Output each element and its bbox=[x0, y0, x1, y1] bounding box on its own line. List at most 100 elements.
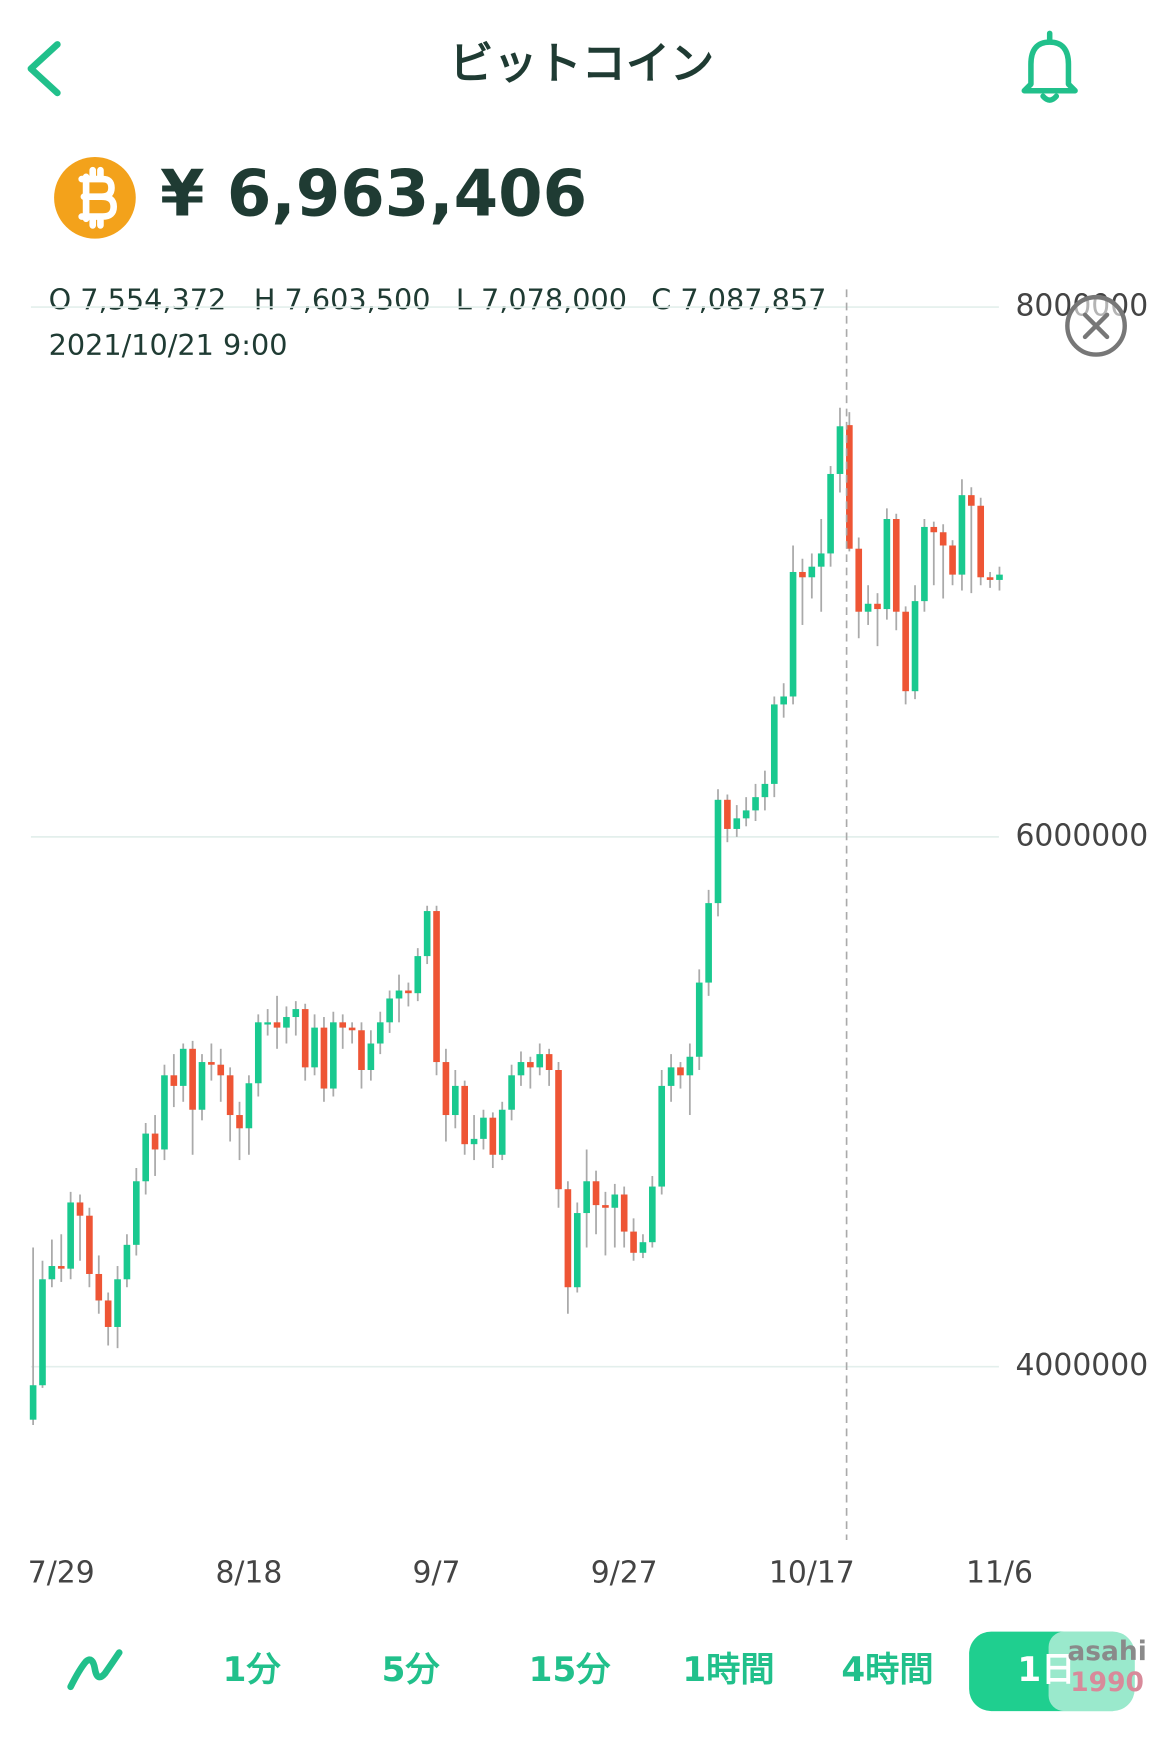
candle-body bbox=[330, 1022, 337, 1089]
candle-body bbox=[320, 1027, 328, 1089]
bitcoin-icon bbox=[54, 156, 136, 239]
candle-body bbox=[939, 532, 947, 546]
candle-body bbox=[911, 601, 919, 692]
candle-body bbox=[949, 545, 956, 575]
candle-body bbox=[470, 1138, 478, 1145]
candle-body bbox=[789, 571, 797, 697]
candle-body bbox=[799, 571, 806, 578]
candle-body bbox=[705, 903, 712, 983]
candle-body bbox=[480, 1117, 487, 1139]
candle-body bbox=[846, 425, 853, 549]
back-button[interactable] bbox=[27, 41, 61, 97]
candle-body bbox=[602, 1205, 609, 1208]
candle-body bbox=[864, 603, 872, 612]
candle-body bbox=[283, 1017, 290, 1028]
plot-area: 4000000600000080000007/298/189/79/2710/1… bbox=[28, 289, 1148, 1591]
x-tick-label: 8/18 bbox=[215, 1556, 282, 1591]
line-chart-toggle[interactable] bbox=[67, 1649, 123, 1691]
candle-body bbox=[123, 1244, 131, 1280]
candle-body bbox=[874, 603, 881, 610]
candle-body bbox=[902, 611, 909, 692]
candle-body bbox=[208, 1062, 215, 1065]
candle-body bbox=[245, 1083, 253, 1129]
candle-body bbox=[133, 1181, 140, 1245]
candle-body bbox=[658, 1085, 666, 1187]
timeframe-tab[interactable]: 4時間 bbox=[841, 1650, 933, 1690]
candle-body bbox=[855, 548, 863, 612]
candle-body bbox=[170, 1075, 178, 1086]
candle-body bbox=[836, 426, 844, 474]
bell-button[interactable] bbox=[1021, 30, 1078, 103]
candle-body bbox=[714, 799, 722, 904]
candle-body bbox=[930, 526, 938, 533]
timeframe-tab[interactable]: 1分 bbox=[223, 1650, 282, 1690]
candle-body bbox=[724, 799, 731, 829]
candle-body bbox=[358, 1030, 365, 1071]
candle-body bbox=[86, 1215, 93, 1274]
candle-body bbox=[273, 1022, 281, 1028]
candle-body bbox=[958, 495, 966, 575]
candle-body bbox=[395, 990, 403, 999]
candle-body bbox=[104, 1300, 112, 1327]
candle-body bbox=[367, 1043, 375, 1071]
candle-body bbox=[780, 696, 787, 705]
timeframe-tab[interactable]: 5分 bbox=[382, 1650, 441, 1690]
timeframe-tabs: 1分 5分 15分 1時間 4時間 1日 bbox=[223, 1650, 1076, 1690]
candle-body bbox=[489, 1117, 497, 1155]
candle-body bbox=[742, 810, 750, 819]
page-title: ビットコイン bbox=[449, 38, 714, 89]
candle-body bbox=[198, 1062, 206, 1110]
candle-body bbox=[667, 1067, 675, 1086]
watermark-background bbox=[1048, 1631, 1135, 1712]
candle-body bbox=[573, 1213, 581, 1288]
candle-body bbox=[217, 1064, 225, 1076]
candle-body bbox=[236, 1115, 243, 1129]
candle-body bbox=[733, 818, 741, 829]
candle-body bbox=[555, 1070, 562, 1190]
candle-body bbox=[827, 473, 834, 554]
candle-body bbox=[817, 553, 825, 567]
x-tick-label: 9/27 bbox=[591, 1556, 658, 1591]
candle-body bbox=[968, 495, 975, 506]
candle-body bbox=[695, 982, 703, 1057]
x-tick-label: 11/6 bbox=[966, 1556, 1033, 1591]
candle-body bbox=[95, 1273, 103, 1301]
timeframe-tab[interactable]: 15分 bbox=[529, 1650, 612, 1690]
candle-body bbox=[527, 1062, 534, 1068]
candle-body bbox=[583, 1181, 590, 1214]
candle-body bbox=[461, 1085, 468, 1145]
candle-body bbox=[376, 1022, 384, 1044]
candle-body bbox=[151, 1133, 159, 1150]
candle-body bbox=[892, 519, 900, 612]
candle-body bbox=[57, 1266, 65, 1269]
candle-body bbox=[161, 1075, 168, 1150]
candle-body bbox=[76, 1202, 84, 1216]
candle-body bbox=[67, 1202, 74, 1269]
watermark-text: 1990 bbox=[1070, 1667, 1144, 1698]
candle-body bbox=[752, 797, 759, 811]
timeframe-tab[interactable]: 1時間 bbox=[682, 1650, 774, 1690]
candle-body bbox=[433, 911, 440, 1063]
candle-body bbox=[405, 990, 412, 994]
close-crosshair-button[interactable] bbox=[1065, 294, 1127, 357]
candle-body bbox=[114, 1279, 121, 1327]
x-tick-label: 10/17 bbox=[769, 1556, 855, 1591]
y-tick-label: 4000000 bbox=[1015, 1348, 1148, 1383]
candle-body bbox=[508, 1075, 515, 1110]
candle-body bbox=[311, 1027, 318, 1068]
candle-body bbox=[977, 505, 985, 578]
candle-body bbox=[48, 1266, 56, 1280]
candle-body bbox=[386, 998, 393, 1023]
crosshair-close: C 7,087,857 bbox=[651, 283, 826, 317]
candle-body bbox=[611, 1194, 619, 1208]
candle-body bbox=[142, 1133, 150, 1182]
x-tick-label: 7/29 bbox=[28, 1556, 95, 1591]
candle-body bbox=[564, 1189, 572, 1288]
candle-body bbox=[39, 1279, 46, 1386]
candle-body bbox=[29, 1385, 37, 1420]
candle-body bbox=[301, 1009, 309, 1068]
crosshair-high: H 7,603,500 bbox=[254, 283, 431, 317]
candle-body bbox=[536, 1054, 544, 1068]
